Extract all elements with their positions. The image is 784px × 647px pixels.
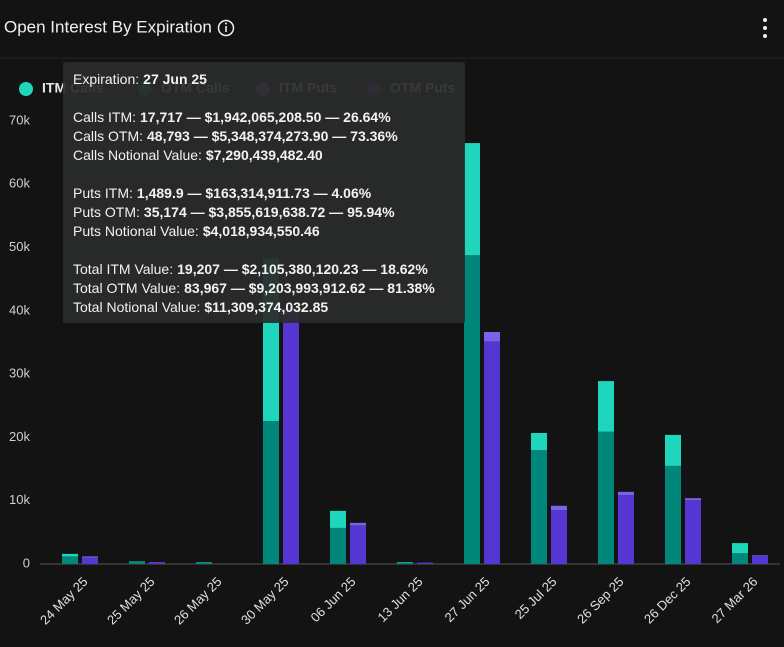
bar-segment[interactable] (149, 562, 165, 564)
y-tick-label: 30k (9, 366, 30, 381)
bar-segment[interactable] (397, 562, 413, 563)
tooltip-value: 19,207 — $2,105,380,120.23 — 18.62% (177, 261, 428, 277)
info-dot (225, 22, 227, 25)
bar-segment[interactable] (752, 555, 768, 556)
menu-dot (763, 34, 767, 38)
tooltip-value: $11,309,374,032.85 (204, 299, 328, 315)
bar-segment[interactable] (417, 563, 433, 564)
bar-segment[interactable] (263, 420, 279, 564)
tooltip-value: $4,018,934,550.46 (203, 223, 320, 239)
bar-segment[interactable] (484, 341, 500, 564)
tooltip-line: Puts ITM: 1,489.9 — $163,314,911.73 — 4.0… (73, 185, 372, 201)
tooltip-line: Total ITM Value: 19,207 — $2,105,380,120.… (73, 261, 428, 277)
y-tick-label: 0 (23, 555, 30, 570)
bar-segment[interactable] (82, 557, 98, 564)
tooltip-line: Total OTM Value: 83,967 — $9,203,993,912.… (73, 280, 435, 296)
tooltip-label: Calls OTM: (73, 128, 143, 144)
bar-segment[interactable] (196, 562, 212, 564)
y-tick-label: 20k (9, 429, 30, 444)
info-stem (225, 26, 227, 32)
bar-segment[interactable] (330, 527, 346, 564)
bar-segment[interactable] (531, 450, 547, 564)
bar-segment[interactable] (62, 556, 78, 564)
tooltip: Expiration: 27 Jun 25 Calls ITM: 17,717 — $… (63, 62, 465, 323)
tooltip-value: 48,793 — $5,348,374,273.90 — 73.36% (147, 128, 398, 144)
bar-segment[interactable] (665, 465, 681, 564)
bar-segment[interactable] (531, 432, 547, 451)
menu-dot (763, 18, 767, 22)
tooltip-value: $7,290,439,482.40 (206, 147, 323, 163)
tooltip-line: Expiration: 27 Jun 25 (73, 71, 207, 87)
header-title: Open Interest By Expiration (4, 17, 212, 36)
info-icon[interactable] (217, 19, 235, 37)
bar-segment[interactable] (129, 561, 145, 563)
bar-segment[interactable] (685, 498, 701, 501)
bar-segment[interactable] (129, 562, 145, 564)
y-tick-label: 70k (9, 112, 30, 127)
bar-segment[interactable] (618, 495, 634, 564)
tooltip-label: Puts ITM: (73, 185, 133, 201)
tooltip-value: 35,174 — $3,855,619,638.72 — 95.94% (144, 204, 395, 220)
bar-segment[interactable] (283, 314, 299, 564)
bar-segment[interactable] (665, 434, 681, 466)
tooltip-value: 83,967 — $9,203,993,912.62 — 81.38% (184, 280, 435, 296)
y-tick-label: 60k (9, 176, 30, 191)
bar-segment[interactable] (551, 505, 567, 511)
bar-segment[interactable] (82, 556, 98, 558)
bar-segment[interactable] (397, 562, 413, 564)
tooltip-line: Calls Notional Value: $7,290,439,482.40 (73, 147, 323, 163)
y-tick-label: 10k (9, 492, 30, 507)
tooltip-label: Calls ITM: (73, 109, 136, 125)
bar-segment[interactable] (732, 543, 748, 554)
bar-segment[interactable] (551, 510, 567, 564)
bar-segment[interactable] (330, 510, 346, 528)
tooltip-label: Total Notional Value: (73, 299, 200, 315)
bar-segment[interactable] (350, 522, 366, 526)
bar-segment[interactable] (685, 500, 701, 564)
tooltip-label: Puts Notional Value: (73, 223, 199, 239)
bar-segment[interactable] (732, 553, 748, 564)
tooltip-line: Calls OTM: 48,793 — $5,348,374,273.90 — 7… (73, 128, 398, 144)
bar-segment[interactable] (464, 255, 480, 564)
tooltip-label: Puts OTM: (73, 204, 140, 220)
bar-segment[interactable] (350, 525, 366, 564)
tooltip-box (63, 62, 465, 323)
tooltip-value: 27 Jun 25 (143, 71, 207, 87)
bar-segment[interactable] (464, 143, 480, 256)
tooltip-line: Puts OTM: 35,174 — $3,855,619,638.72 — 95… (73, 204, 395, 220)
tooltip-label: Calls Notional Value: (73, 147, 202, 163)
y-tick-label: 50k (9, 239, 30, 254)
tooltip-value: 17,717 — $1,942,065,208.50 — 26.64% (140, 109, 391, 125)
tooltip-line: Puts Notional Value: $4,018,934,550.46 (73, 223, 320, 239)
menu-dot (763, 26, 767, 30)
bar-segment[interactable] (752, 555, 768, 564)
tooltip-label: Total ITM Value: (73, 261, 173, 277)
tooltip-line: Calls ITM: 17,717 — $1,942,065,208.50 — 2… (73, 109, 391, 125)
info-circle (217, 19, 235, 37)
tooltip-line: Total Notional Value: $11,309,374,032.85 (73, 299, 328, 315)
legend-swatch[interactable] (19, 82, 33, 96)
bar-segment[interactable] (618, 491, 634, 496)
tooltip-label: Expiration: (73, 71, 139, 87)
bar-segment[interactable] (484, 331, 500, 342)
bar-segment[interactable] (62, 553, 78, 557)
tooltip-label: Total OTM Value: (73, 280, 180, 296)
bar-segment[interactable] (598, 431, 614, 564)
menu-button[interactable] (763, 18, 767, 38)
y-tick-label: 40k (9, 302, 30, 317)
bar-segment[interactable] (598, 381, 614, 432)
tooltip-value: 1,489.9 — $163,314,911.73 — 4.06% (137, 185, 372, 201)
